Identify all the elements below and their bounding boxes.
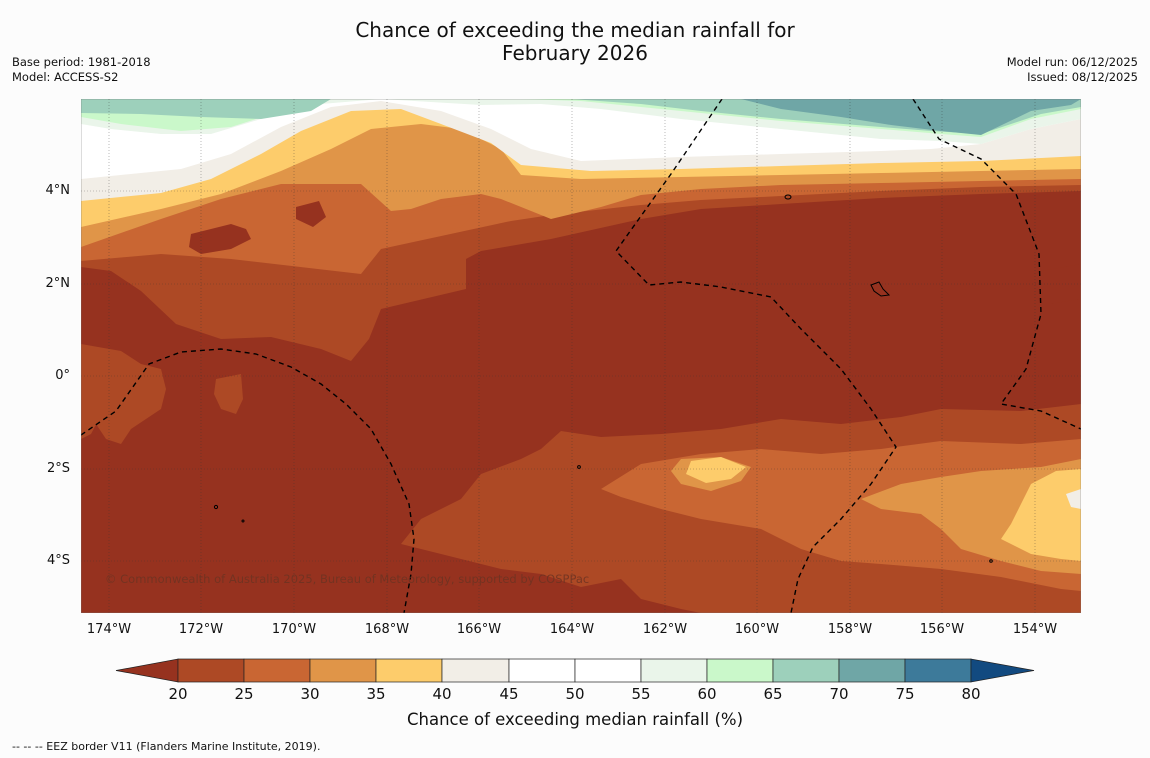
band-70-75-north [741,99,1081,135]
lon-label-154W: 154°W [1012,622,1058,637]
colorbar-title: Chance of exceeding median rainfall (%) [406,710,744,729]
lon-label-162W: 162°W [642,622,688,637]
colorbar-60-65 [706,658,774,683]
island-south-c [577,465,581,469]
colorbar-20-25 [177,658,245,683]
cb-tick-50: 50 [565,685,585,703]
cb-tick-40: 40 [432,685,452,703]
eez-border-east [912,99,1081,430]
model-name: Model: ACCESS-S2 [12,70,119,84]
island-south-a [213,504,219,510]
meta-left: Base period: 1981-2018 Model: ACCESS-S2 [12,55,151,85]
cb-tick-20: 20 [168,685,188,703]
cb-tick-45: 45 [499,685,519,703]
lon-label-172W: 172°W [178,622,224,637]
model-run: Model run: 06/12/2025 [1006,55,1138,69]
colorbar-55-60 [640,658,708,683]
lat-label-0: 0° [55,368,70,383]
colorbar-35-40 [375,658,443,683]
lon-label-158W: 158°W [827,622,873,637]
colorbar [115,658,1035,683]
eez-legend-note: -- -- -- EEZ border V11 (Flanders Marine… [12,740,321,753]
cb-tick-55: 55 [631,685,651,703]
island-atoll [870,281,891,297]
cb-tick-25: 25 [234,685,254,703]
lat-label-2S: 2°S [46,461,70,476]
title-line-1: Chance of exceeding the median rainfall … [355,18,795,42]
colorbar-75-80 [904,658,972,683]
cb-tick-35: 35 [366,685,386,703]
lat-label-4S: 4°S [46,553,70,568]
colorbar-40-45 [441,658,510,683]
lon-label-160W: 160°W [734,622,780,637]
map-copyright: © Commonwealth of Australia 2025, Bureau… [105,572,589,586]
colorbar-above-80 [970,658,1035,683]
cb-tick-30: 30 [300,685,320,703]
lat-label-2N: 2°N [45,276,71,291]
blob-25-30-mid [381,203,473,234]
colorbar-70-75 [838,658,906,683]
lon-label-170W: 170°W [271,622,317,637]
colorbar-65-70 [772,658,840,683]
eez-border-central [615,99,897,613]
cb-tick-80: 80 [961,685,981,703]
lon-label-166W: 166°W [456,622,502,637]
lon-label-156W: 156°W [919,622,965,637]
patch-20-25-west-inner [214,374,243,414]
cb-tick-70: 70 [829,685,849,703]
lon-label-164W: 164°W [549,622,595,637]
base-period: Base period: 1981-2018 [12,55,151,69]
colorbar-45-50 [508,658,576,683]
colorbar-50-55 [574,658,642,683]
colorbar-25-30 [243,658,311,683]
cb-tick-75: 75 [895,685,915,703]
issued-date: Issued: 08/12/2025 [1027,70,1138,84]
blob-35-40-south [686,457,746,483]
island-south-b [241,519,245,523]
rainfall-map: © Commonwealth of Australia 2025, Bureau… [81,99,1081,613]
island-south-d [989,559,993,563]
colorbar-30-35 [309,658,377,683]
map-panel: © Commonwealth of Australia 2025, Bureau… [81,99,1081,613]
cb-tick-60: 60 [697,685,717,703]
lon-label-168W: 168°W [364,622,410,637]
blob-40-45-south [1066,489,1081,509]
lon-label-174W: 174°W [86,622,132,637]
cb-tick-65: 65 [763,685,783,703]
meta-right: Model run: 06/12/2025 Issued: 08/12/2025 [1007,55,1138,85]
colorbar-below-20 [115,658,179,683]
patch-20-25-west-lower [81,399,99,439]
eez-border-west [81,348,415,613]
title-line-2: February 2026 [502,41,648,65]
island-north [784,194,792,200]
lat-label-4N: 4°N [45,183,71,198]
patch-below-20-b [296,201,326,227]
band-35-40-south [1001,469,1081,561]
patch-below-20-a [189,224,251,254]
chart-title: Chance of exceeding the median rainfall … [0,19,1150,65]
